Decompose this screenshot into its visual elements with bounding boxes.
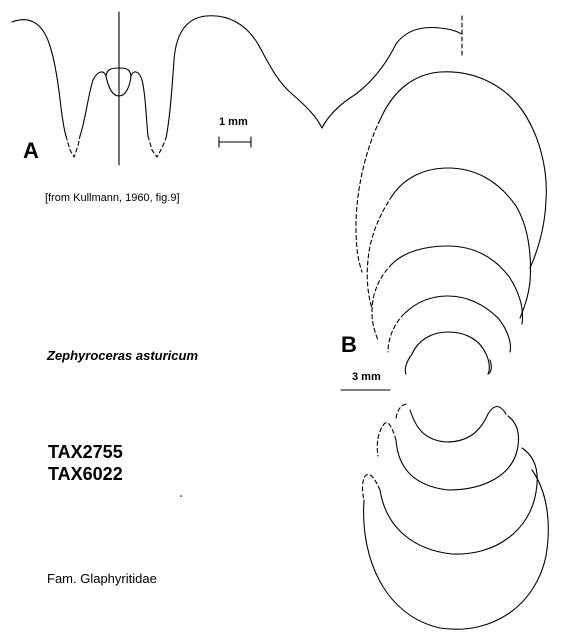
panel-a-label: A <box>23 138 39 163</box>
family-name: Fam. Glaphyritidae <box>47 571 157 586</box>
suture-left-lobe-tip <box>65 135 81 158</box>
whorl-4 <box>403 295 512 353</box>
lower-whorl-3 <box>379 447 538 555</box>
whorl-2-dash <box>366 195 393 309</box>
whorl-sections-lower <box>361 403 549 630</box>
source-note: [from Kullmann, 1960, fig.9] <box>45 192 180 204</box>
lower-whorl-3-dash <box>361 473 381 501</box>
lower-whorl-outer <box>363 469 549 630</box>
whorl-3 <box>391 245 524 325</box>
whorl-sections-upper <box>355 71 547 375</box>
tax-id: TAX2755 <box>48 442 123 462</box>
stray-dot <box>180 495 182 497</box>
lower-whorl-1 <box>409 405 507 443</box>
suture-inner-left <box>79 71 149 137</box>
scale-b-label: 3 mm <box>352 371 381 383</box>
whorl-outer-1 <box>379 71 547 269</box>
tax-id-list: TAX2755 TAX6022 <box>48 441 123 485</box>
whorl-3-dash <box>371 263 393 341</box>
panel-b-label: B <box>341 332 357 357</box>
suture-right-saddle <box>165 15 463 139</box>
whorl-4-dash <box>387 313 405 353</box>
scale-a-label: 1 mm <box>219 116 248 128</box>
whorl-outer-1-dash <box>355 119 381 273</box>
whorl-2 <box>391 167 531 319</box>
suture-line-a <box>11 11 463 166</box>
lower-whorl-2-dash <box>376 422 397 457</box>
suture-right-lobe-tip <box>147 135 167 158</box>
lower-whorl-1-dash <box>395 403 409 419</box>
whorl-inner-right-lip <box>487 359 492 375</box>
lower-whorl-2 <box>395 415 520 491</box>
species-name: Zephyroceras asturicum <box>47 348 199 363</box>
whorl-innermost <box>411 331 490 375</box>
whorl-inner-left <box>404 353 413 375</box>
tax-id: TAX6022 <box>48 464 123 484</box>
scale-bar-a <box>218 136 252 148</box>
suture-left-saddle <box>11 19 67 137</box>
